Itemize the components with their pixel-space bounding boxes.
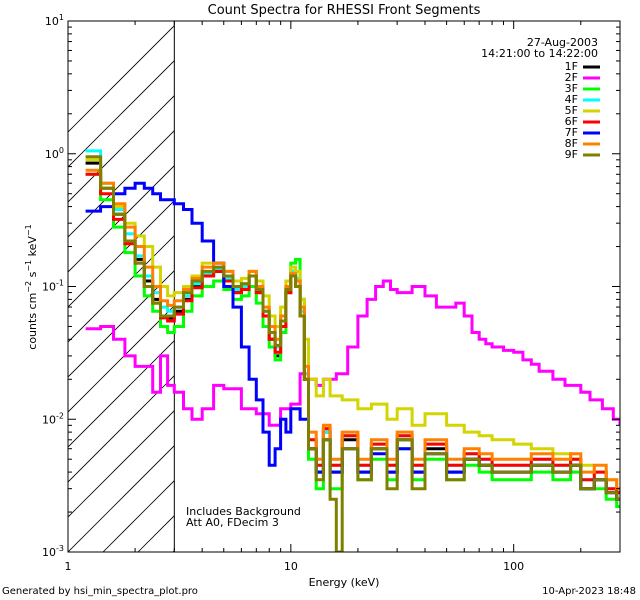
hatch-line [68, 410, 175, 518]
x-tick-label: 10 [284, 560, 298, 573]
y-tick-label: 101 [45, 13, 64, 28]
series-group [85, 21, 620, 552]
y-tick-label: 10-3 [42, 544, 64, 559]
series-line-5F [85, 158, 620, 491]
series-line-6F [85, 172, 620, 495]
legend-label: 2F [565, 71, 578, 84]
series-line-7F [85, 181, 620, 501]
x-tick-label: 1 [65, 560, 72, 573]
series-line-9F [85, 155, 620, 552]
hatch-line [68, 375, 175, 483]
legend-label: 3F [565, 82, 578, 95]
y-axis-label: counts cm−2 s−1 keV−1 [24, 224, 39, 349]
hatch-line [68, 95, 175, 203]
annotation-attenuator: Att A0, FDecim 3 [186, 516, 279, 529]
legend-label: 6F [565, 115, 578, 128]
legend-label: 1F [565, 60, 578, 73]
y-tick-labels: 10-3 10-2 10-1 100 101 [42, 13, 64, 559]
legend-label: 4F [565, 93, 578, 106]
y-tick-label: 100 [45, 146, 64, 161]
legend-swatches [583, 65, 600, 157]
hatch-line [68, 200, 175, 308]
x-axis-label: Energy (keV) [309, 576, 380, 589]
legend-label: 7F [565, 126, 578, 139]
y-tick-label: 10-1 [42, 279, 64, 294]
x-tick-label: 100 [503, 560, 524, 573]
hatch-line [68, 235, 175, 343]
y-tick-label: 10-2 [42, 411, 64, 426]
hatch-line [68, 25, 175, 133]
annotation-background: Includes Background [186, 505, 301, 518]
time-range-label: 14:21:00 to 14:22:00 [481, 47, 598, 60]
legend-label: 9F [565, 148, 578, 161]
date-label: 27-Aug-2003 [527, 36, 598, 49]
legend-label: 8F [565, 137, 578, 150]
hatch-line [68, 60, 175, 168]
legend-label: 5F [565, 104, 578, 117]
footer-timestamp: 10-Apr-2023 18:48 [542, 586, 636, 597]
footer-generated-by: Generated by hsi_min_spectra_plot.pro [2, 586, 198, 597]
series-line-4F [85, 149, 620, 495]
hatch-line [628, 21, 640, 552]
series-line-2F [85, 279, 620, 427]
chart-title: Count Spectra for RHESSI Front Segments [208, 3, 481, 18]
hatch-line [68, 445, 175, 552]
series-line-3F [85, 172, 620, 508]
axis-ticks [67, 20, 621, 553]
legend: 1F 2F 3F 4F 5F 6F 7F 8F 9F [565, 60, 578, 161]
